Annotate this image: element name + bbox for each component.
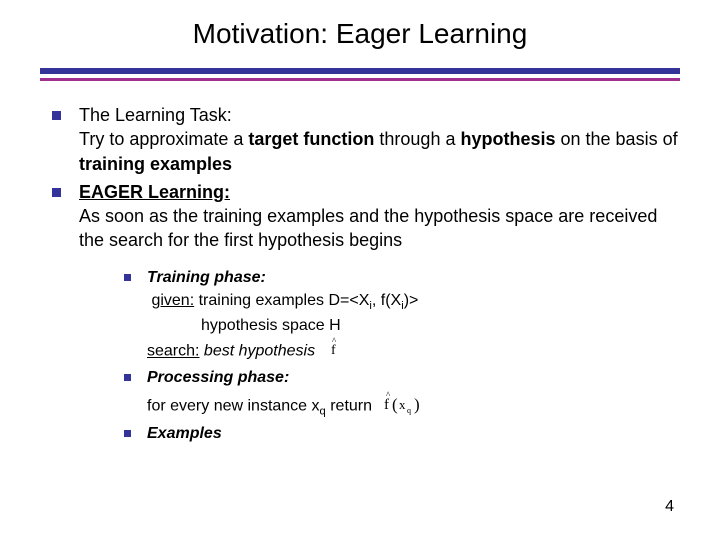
text-part: hypothesis space H — [201, 317, 341, 334]
lead-text: The Learning Task: — [79, 105, 232, 125]
square-bullet-icon — [124, 374, 131, 381]
svg-text:q: q — [407, 406, 411, 415]
given-label: given: — [151, 292, 194, 309]
svg-text:): ) — [414, 395, 420, 414]
square-bullet-icon — [124, 430, 131, 437]
phase-label: Training phase: — [147, 269, 266, 286]
text-part: training examples D=<X — [194, 292, 369, 309]
text-part: on the basis of — [556, 129, 678, 149]
square-bullet-icon — [124, 274, 131, 281]
search-label: search: — [147, 343, 199, 360]
sub-bullet-text: Training phase: — [147, 267, 680, 289]
processing-line: for every new instance x q return ^ f ( x… — [147, 390, 680, 423]
sub-bullet-list: Training phase: given: training examples… — [124, 267, 680, 445]
phase-label: Examples — [147, 425, 222, 442]
sub-bullet-processing-phase: Processing phase: — [124, 367, 680, 389]
phase-label: Processing phase: — [147, 369, 289, 386]
square-bullet-icon — [52, 188, 61, 197]
svg-text:f: f — [331, 343, 336, 358]
bullet-learning-task: The Learning Task: Try to approximate a … — [52, 103, 680, 176]
lead-text: EAGER Learning: — [79, 182, 230, 202]
text-part: through a — [374, 129, 460, 149]
sub-bullet-text: Examples — [147, 423, 680, 445]
bold-training-examples: training examples — [79, 154, 232, 174]
training-given-line: given: training examples D=<Xi, f(Xi)> — [147, 290, 680, 314]
bold-hypothesis: hypothesis — [460, 129, 555, 149]
svg-text:f: f — [384, 397, 389, 413]
bullet-text: EAGER Learning: As soon as the training … — [79, 180, 680, 253]
svg-text:(: ( — [392, 395, 398, 414]
text-part: , f(X — [372, 292, 401, 309]
f-hat-xq-icon: ^ f ( x q ) — [382, 390, 426, 423]
training-hspace-line: hypothesis space H — [147, 315, 680, 337]
bullet-eager-learning: EAGER Learning: As soon as the training … — [52, 180, 680, 253]
svg-text:x: x — [399, 397, 406, 412]
text-part: As soon as the training examples and the… — [79, 206, 657, 250]
text-part: for every new instance x — [147, 398, 320, 415]
sub-bullet-training-phase: Training phase: — [124, 267, 680, 289]
text-part: Try to approximate a — [79, 129, 248, 149]
training-search-line: search: best hypothesis ^ f — [147, 336, 680, 367]
sub-bullet-text: Processing phase: — [147, 367, 680, 389]
page-number: 4 — [665, 498, 674, 516]
divider-top — [40, 68, 680, 74]
bullet-text: The Learning Task: Try to approximate a … — [79, 103, 680, 176]
content-area: The Learning Task: Try to approximate a … — [40, 103, 680, 445]
slide-title: Motivation: Eager Learning — [40, 18, 680, 50]
slide: Motivation: Eager Learning The Learning … — [0, 0, 720, 540]
text-part: best hypothesis — [199, 343, 315, 360]
square-bullet-icon — [52, 111, 61, 120]
f-hat-icon: ^ f — [326, 336, 346, 367]
divider-bottom — [40, 78, 680, 81]
text-part: return — [326, 398, 372, 415]
text-part: )> — [404, 292, 419, 309]
bold-target-function: target function — [248, 129, 374, 149]
sub-bullet-examples: Examples — [124, 423, 680, 445]
